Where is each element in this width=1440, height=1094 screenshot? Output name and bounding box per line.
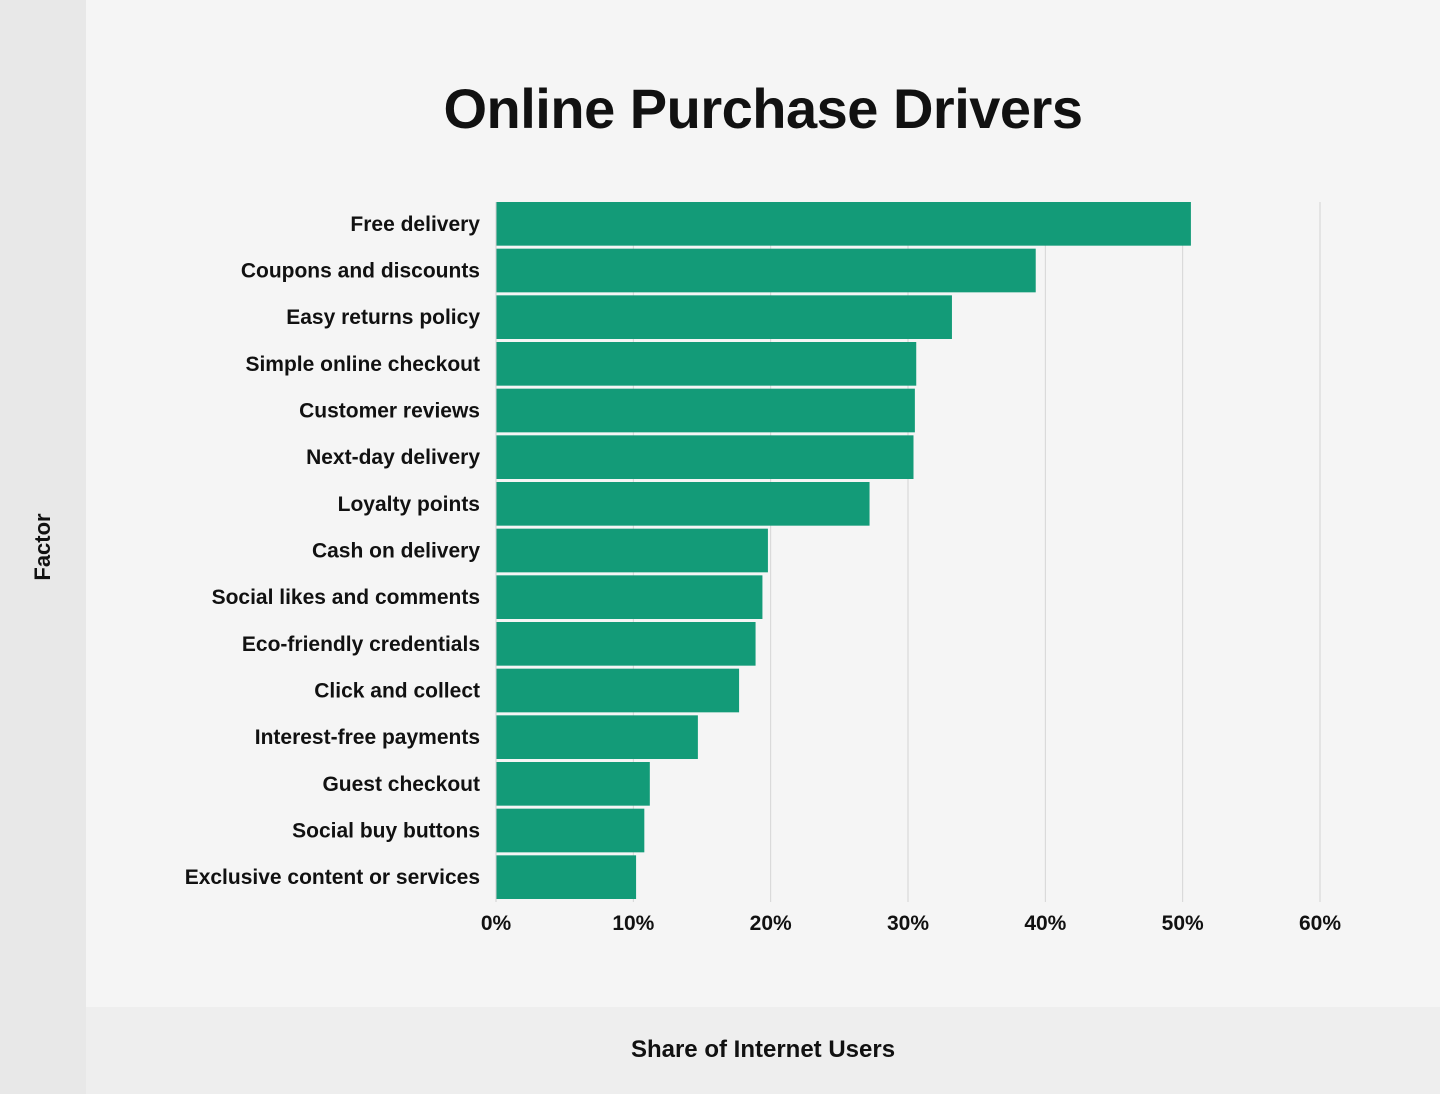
category-label: Social buy buttons (292, 820, 480, 843)
bar (496, 248, 1036, 293)
bar (496, 715, 698, 759)
x-tick-label: 60% (1299, 912, 1341, 935)
bar (496, 482, 870, 526)
bar (496, 855, 637, 899)
category-label: Coupons and discounts (241, 260, 480, 283)
category-label: Exclusive content or services (185, 866, 480, 889)
x-axis-label: Share of Internet Users (630, 1036, 896, 1063)
category-label: Loyalty points (338, 493, 480, 516)
category-label: Easy returns policy (286, 306, 480, 329)
x-tick-label: 50% (1162, 912, 1204, 935)
bar (496, 762, 650, 806)
x-tick-label: 30% (887, 912, 929, 935)
category-label: Interest-free payments (255, 726, 480, 749)
bar (496, 388, 915, 433)
category-label: Next-day delivery (306, 446, 480, 469)
bar (496, 202, 1191, 246)
bar (496, 808, 645, 853)
x-tick-label: 40% (1024, 912, 1066, 935)
x-tick-label: 20% (750, 912, 792, 935)
bar (496, 435, 914, 479)
category-label: Cash on delivery (312, 540, 480, 563)
bar (496, 528, 768, 573)
x-tick-label: 10% (612, 912, 654, 935)
chart-title: Online Purchase Drivers (443, 77, 1083, 140)
category-label: Guest checkout (322, 773, 480, 796)
bar (496, 668, 740, 713)
category-label: Social likes and comments (212, 586, 480, 609)
bar (496, 342, 917, 386)
x-axis-label-panel (86, 1007, 1440, 1094)
y-axis-label-panel (0, 0, 86, 1094)
category-label: Free delivery (350, 213, 480, 236)
x-tick-label: 0% (481, 912, 512, 935)
category-label: Simple online checkout (245, 353, 480, 376)
category-label: Eco-friendly credentials (242, 633, 480, 656)
bar (496, 575, 763, 619)
bar (496, 622, 756, 666)
category-label: Click and collect (314, 680, 480, 703)
category-label: Customer reviews (299, 400, 480, 423)
bar (496, 295, 952, 339)
